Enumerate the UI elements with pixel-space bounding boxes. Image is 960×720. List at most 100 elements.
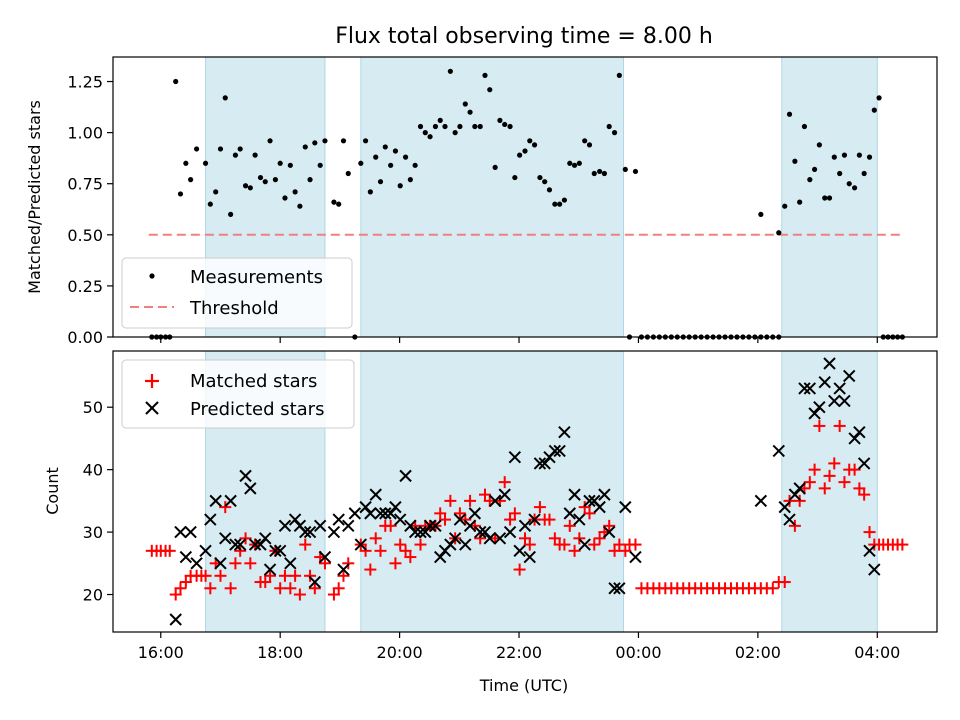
measurement-point	[427, 134, 433, 140]
x-tick-label: 20:00	[377, 643, 423, 662]
measurement-point	[217, 146, 224, 152]
matched-star-point	[308, 582, 321, 595]
measurement-point	[531, 142, 538, 148]
predicted-star-point	[583, 494, 596, 508]
matched-star-point	[234, 544, 247, 557]
predicted-star-point	[379, 507, 392, 520]
predicted-star-point	[273, 544, 287, 558]
top-legend: Measurements Threshold	[121, 257, 353, 329]
predicted-star-point	[558, 425, 571, 439]
predicted-star-point	[434, 550, 447, 564]
measurement-point	[237, 146, 243, 152]
bottom-y-axis-label: Count	[43, 467, 62, 515]
predicted-star-point	[348, 507, 362, 520]
matched-star-point	[543, 513, 556, 526]
predicted-star-point	[518, 519, 532, 533]
legend-measurements-label: Measurements	[190, 267, 323, 288]
measurement-point	[362, 138, 369, 144]
measurement-point	[542, 179, 548, 185]
measurement-point	[582, 138, 588, 144]
measurement-point	[601, 170, 608, 177]
measurement-point	[287, 162, 293, 168]
measurement-point	[852, 185, 858, 191]
measurement-point	[567, 160, 573, 166]
matched-star-point	[229, 557, 242, 570]
measurement-point	[242, 183, 249, 189]
matched-star-point	[474, 532, 487, 545]
predicted-star-point	[374, 507, 387, 520]
predicted-star-point	[838, 394, 851, 408]
observing-window-band	[360, 350, 625, 633]
measurement-point	[177, 191, 184, 197]
predicted-star-point	[199, 544, 212, 558]
predicted-star-point	[263, 563, 277, 576]
y-tick-label: 0.50	[67, 226, 103, 245]
matched-star-point	[613, 538, 626, 551]
y-tick-label: 30	[83, 523, 103, 542]
measurement-point	[792, 158, 798, 164]
predicted-star-point	[803, 382, 817, 395]
matched-star-point	[833, 419, 846, 432]
measurement-point	[482, 72, 488, 78]
matched-star-point	[858, 488, 871, 501]
measurement-point	[202, 160, 209, 166]
matched-star-point	[169, 588, 182, 601]
measurement-point	[816, 142, 822, 148]
predicted-star-point	[613, 582, 626, 595]
predicted-star-point	[463, 519, 477, 533]
measurement-point	[277, 160, 283, 166]
matched-star-point	[478, 488, 491, 501]
measurement-point	[782, 203, 788, 209]
matched-star-point	[219, 501, 232, 514]
predicted-star-point	[798, 382, 811, 395]
measurement-point	[776, 230, 782, 236]
measurement-point	[262, 179, 268, 185]
x-tick-label: 16:00	[138, 643, 184, 662]
measurement-point	[257, 174, 264, 181]
y-tick-label: 1.00	[67, 124, 103, 143]
matched-star-point	[359, 544, 372, 557]
matched-star-point	[289, 569, 302, 582]
legend-threshold-label: Threshold	[189, 298, 279, 319]
predicted-star-point	[313, 519, 327, 533]
predicted-star-point	[608, 582, 621, 595]
predicted-star-point	[190, 557, 203, 570]
measurement-point	[412, 162, 418, 168]
predicted-star-point	[513, 544, 526, 558]
predicted-star-point	[508, 450, 522, 464]
predicted-star-point	[448, 532, 462, 545]
chart-title: Flux total observing time = 8.00 h	[335, 24, 713, 49]
predicted-star-point	[184, 525, 197, 539]
predicted-star-point	[548, 444, 562, 458]
top-observing-windows	[205, 56, 878, 338]
measurement-point	[292, 189, 298, 195]
measurement-point	[307, 177, 313, 183]
observing-window-band	[360, 56, 625, 338]
measurement-point	[377, 179, 384, 185]
matched-star-point	[434, 507, 447, 520]
x-tick-label: 18:00	[257, 643, 303, 662]
predicted-star-point	[239, 469, 252, 483]
y-tick-label: 50	[83, 398, 103, 417]
matched-star-point	[399, 544, 412, 557]
measurement-point	[876, 95, 882, 101]
measurement-point	[571, 162, 578, 168]
predicted-star-point	[808, 407, 821, 420]
measurement-point	[591, 170, 597, 177]
predicted-star-point	[754, 494, 768, 508]
measurement-point	[502, 121, 508, 128]
measurement-point	[432, 123, 439, 130]
matched-star-point	[414, 538, 427, 551]
measurement-point	[522, 148, 528, 154]
measurement-point	[188, 177, 194, 183]
predicted-star-point	[488, 494, 502, 508]
measurement-point	[183, 160, 189, 166]
matched-star-point	[438, 513, 451, 526]
predicted-star-point	[318, 550, 332, 564]
matched-star-point	[548, 532, 561, 545]
predicted-star-point	[493, 532, 507, 545]
matched-star-point	[384, 519, 397, 532]
measurement-point	[462, 101, 468, 107]
measurement-point	[597, 168, 603, 175]
matched-star-point	[332, 582, 345, 595]
